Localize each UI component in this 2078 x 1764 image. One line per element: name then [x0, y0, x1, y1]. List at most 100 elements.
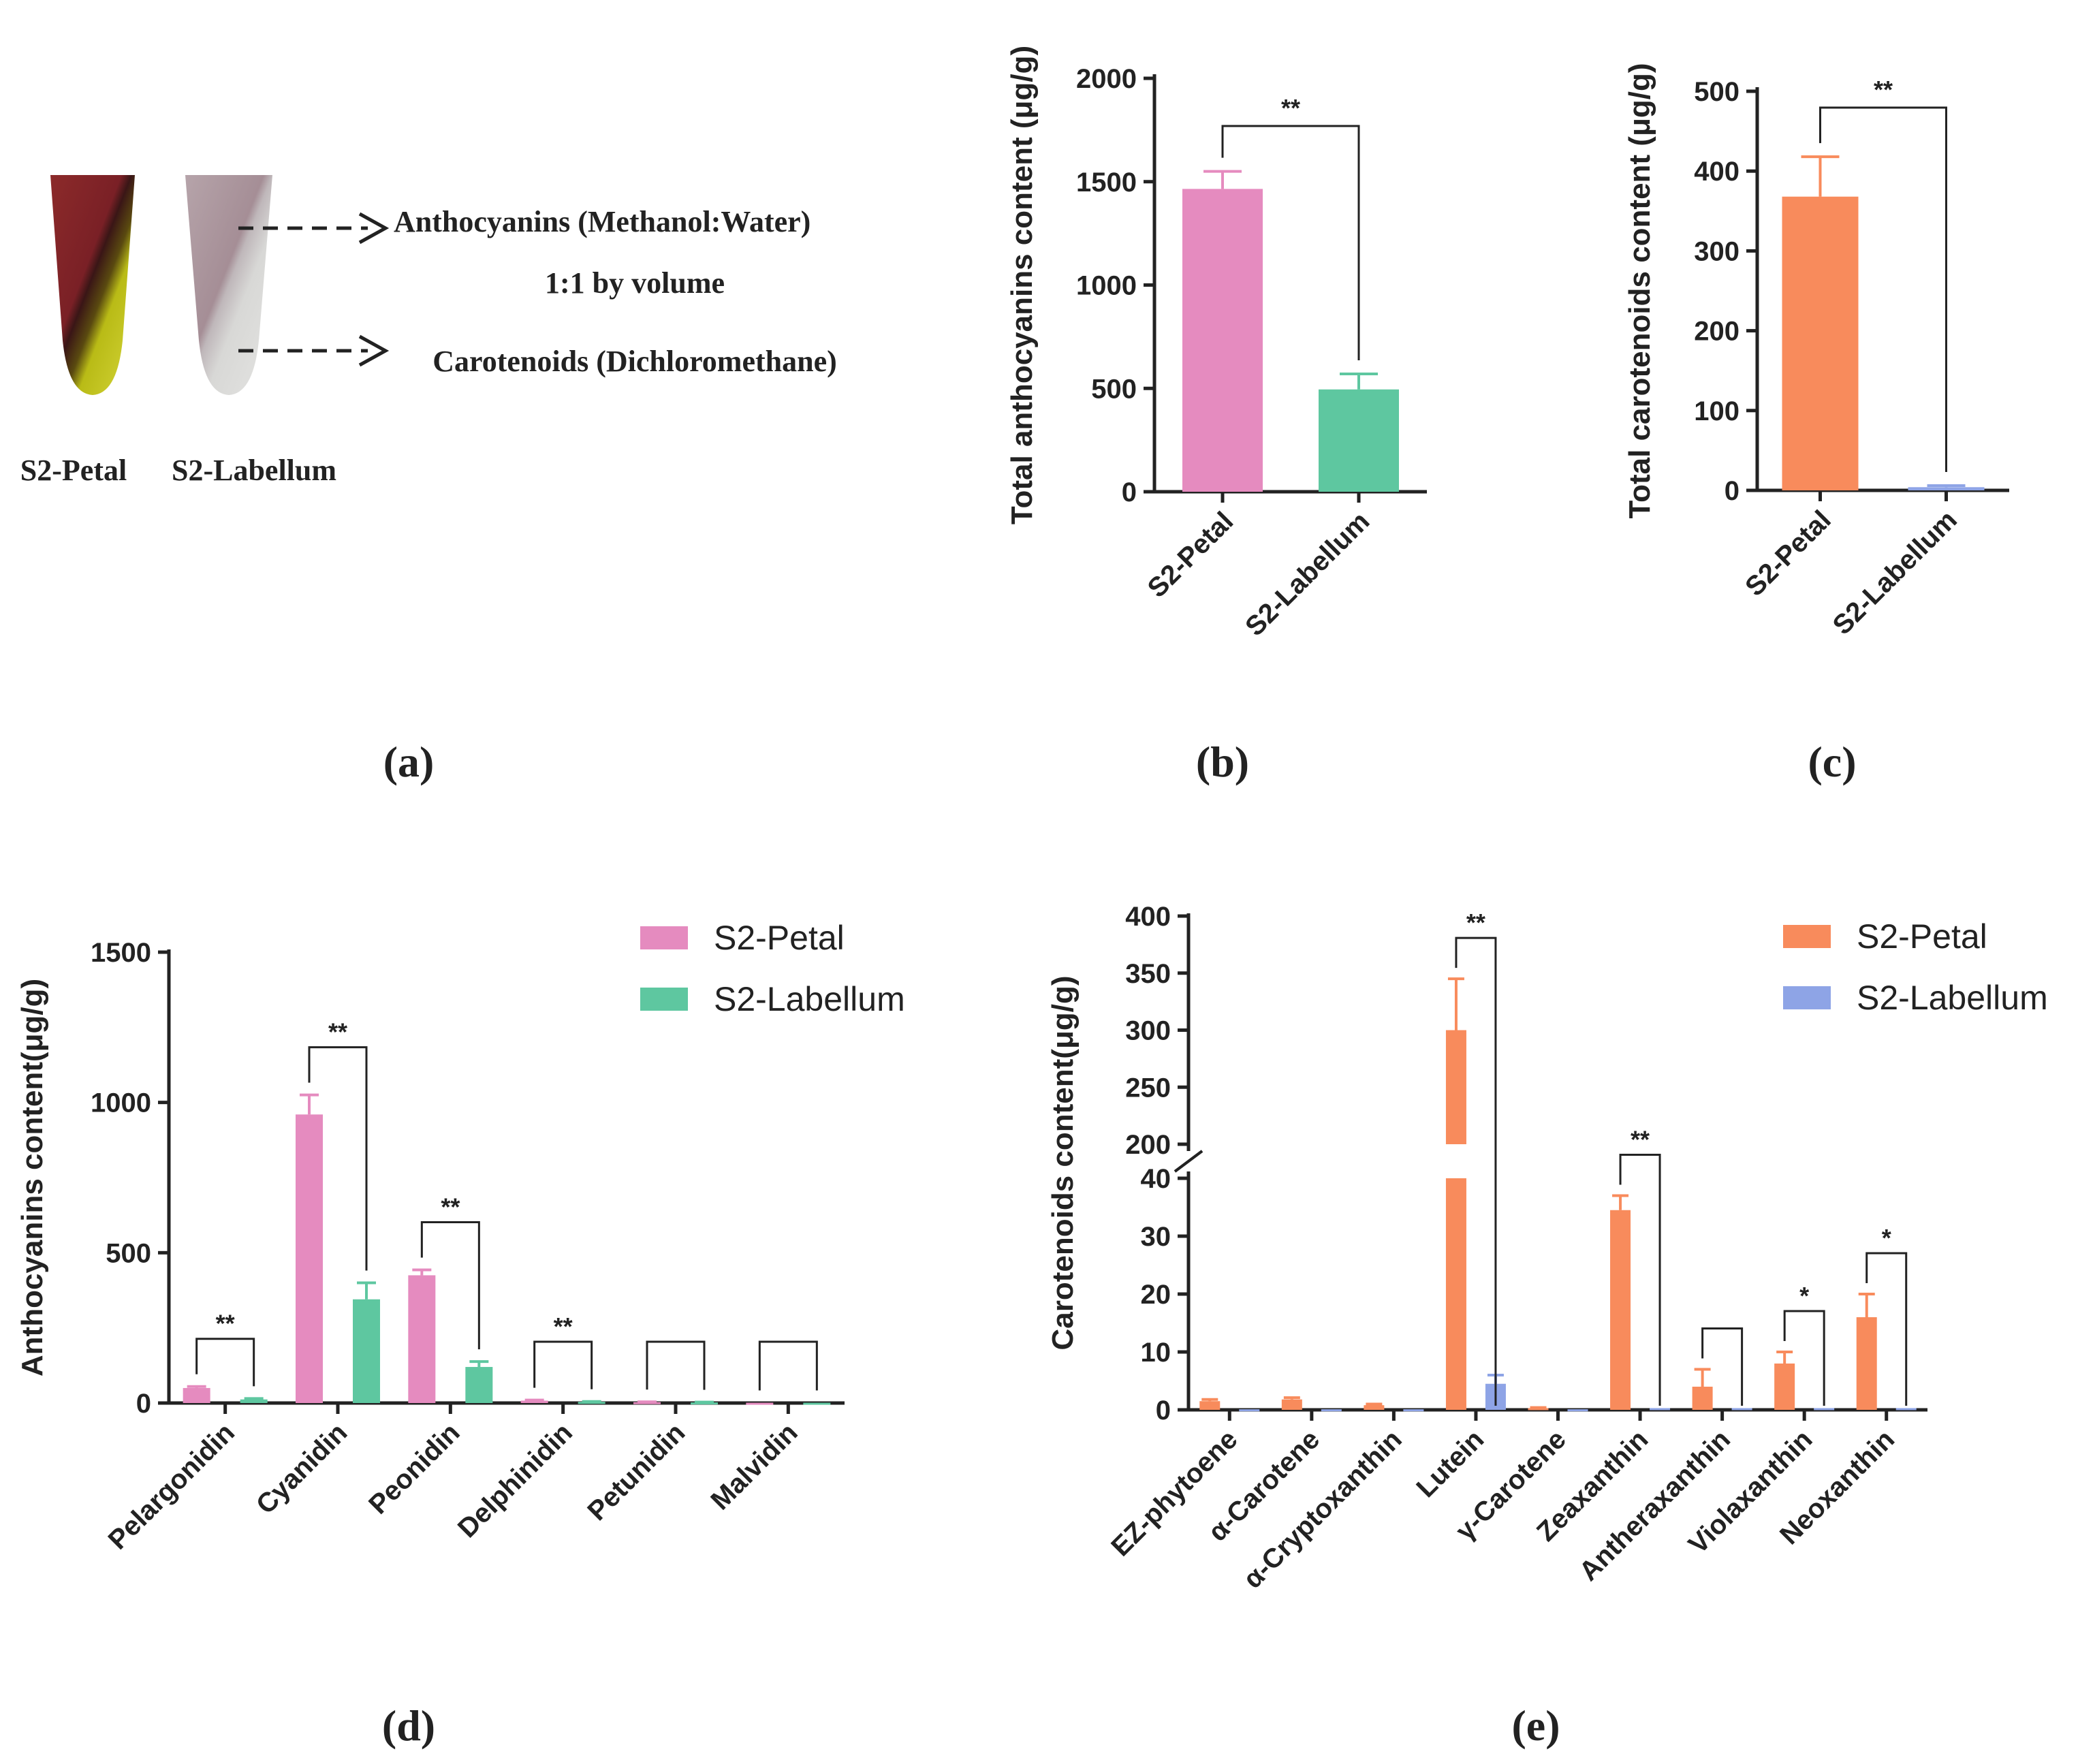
bar-s2-labellum-zeaxanthin	[1650, 1408, 1671, 1411]
significance-label: *	[1799, 1282, 1809, 1310]
chart-b: 0 500 1000 1500 2000 Total anthocyanins conte…	[1005, 46, 1427, 642]
x-tick-label: α-Cryptoxanthin	[1238, 1424, 1408, 1594]
panel-tag-a: (a)	[383, 738, 435, 786]
bar-s2-petal-α-cryptoxanthin	[1364, 1405, 1385, 1410]
significance-label: **	[216, 1310, 235, 1338]
significance-bracket	[195, 1338, 255, 1387]
significance-label: **	[441, 1193, 460, 1220]
y-tick-label: 40	[1141, 1164, 1171, 1194]
tube-labellum	[185, 175, 272, 395]
significance-bracket	[308, 1046, 368, 1271]
panel-tag-e: (e)	[1511, 1701, 1560, 1750]
significance-label: *	[1882, 1224, 1891, 1252]
arrow-lower-head	[358, 334, 390, 367]
y-tick-label: 300	[1125, 1016, 1171, 1046]
panel-a: Anthocyanins (Methanol:Water) 1:1 by vol…	[20, 175, 837, 786]
bar-s2-petal-lutein-upper	[1445, 1030, 1466, 1144]
y-tick-label: 200	[1125, 1130, 1171, 1160]
bar-s2-labellum-ez-phytoene	[1239, 1409, 1260, 1412]
significance-bracket	[1619, 1154, 1661, 1406]
significance-label: **	[1874, 76, 1893, 104]
y-tick-label: 2000	[1076, 64, 1137, 94]
tube-label-labellum: S2-Labellum	[172, 454, 336, 487]
x-tick-label: Peonidin	[363, 1417, 466, 1520]
y-tick-label: 0	[1725, 476, 1739, 506]
x-tick-label: Petunidin	[582, 1417, 691, 1526]
y-tick-label: 10	[1141, 1338, 1171, 1368]
y-tick-label: 100	[1694, 396, 1739, 426]
significance-bracket	[1866, 1252, 1908, 1406]
bar-s2-labellum-γ-carotene	[1567, 1409, 1588, 1412]
bar-s2-labellum-α-carotene	[1321, 1409, 1342, 1412]
bar-s2-labellum-α-cryptoxanthin	[1403, 1409, 1424, 1412]
significance-label: **	[328, 1018, 347, 1046]
y-tick-label: 1500	[1076, 168, 1137, 198]
significance-label: **	[1631, 1126, 1650, 1154]
x-tick-label: Pelargonidin	[103, 1417, 240, 1555]
significance-label: **	[1281, 94, 1300, 122]
bar-s2-petal-peonidin	[408, 1275, 436, 1403]
y-tick-label: 500	[106, 1238, 151, 1268]
y-axis-title: Total carotenoids content (μg/g)	[1623, 63, 1656, 519]
y-tick-label: 500	[1694, 77, 1739, 107]
chart-d: 0 500 1000 1500 Anthocyanins content(μg/g) Pe…	[16, 919, 905, 1556]
y-axis-title: Carotenoids content(μg/g)	[1046, 976, 1080, 1351]
bar-s2-petal-γ-carotene	[1528, 1408, 1549, 1411]
legend-label-s2-petal: S2-Petal	[714, 919, 845, 957]
bar-s2-labellum-peonidin	[465, 1367, 493, 1403]
bar-s2-petal-zeaxanthin	[1610, 1210, 1631, 1410]
significance-bracket	[533, 1340, 593, 1389]
y-tick-label: 0	[1122, 477, 1137, 507]
significance-label: **	[554, 1312, 573, 1340]
y-tick-label: 20	[1141, 1280, 1171, 1310]
y-tick-label: 0	[136, 1389, 151, 1419]
y-tick-label: 400	[1125, 902, 1171, 932]
legend-label-s2-labellum: S2-Labellum	[714, 980, 905, 1018]
bar-s2-labellum-violaxanthin	[1814, 1408, 1835, 1411]
significance-label: **	[1466, 909, 1485, 936]
y-tick-label: 250	[1125, 1073, 1171, 1103]
bar-s2-petal-pelargonidin	[183, 1387, 210, 1403]
lower-phase-label: Carotenoids (Dichloromethane)	[432, 345, 837, 378]
bar-s2-labellum-antheraxanthin	[1731, 1408, 1752, 1411]
legend-swatch-s2-labellum	[1783, 986, 1831, 1009]
y-tick-label: 300	[1694, 236, 1739, 266]
chart-e: 0 10 20 30 40 200 250 300 350 400 Carotenoids cont…	[1046, 902, 2048, 1594]
bar-s2-petal	[1182, 189, 1263, 492]
x-tick-label: Malvidin	[705, 1417, 803, 1515]
x-tick-label: S2-Labellum	[1827, 505, 1963, 640]
bar-s2-petal-cyanidin	[296, 1114, 323, 1403]
y-tick-label: 1000	[1076, 271, 1137, 301]
significance-bracket	[1701, 1327, 1744, 1406]
bar-s2-petal	[1782, 196, 1859, 490]
bar-s2-petal-α-carotene	[1281, 1399, 1302, 1410]
significance-bracket	[1221, 125, 1360, 361]
x-tick-label: Cyanidin	[251, 1417, 353, 1520]
bar-s2-labellum	[1908, 487, 1985, 490]
chart-c: 0 100 200 300 400 500 Total carotenoids conten…	[1623, 63, 2009, 641]
panel-tag-d: (d)	[382, 1701, 435, 1750]
significance-bracket	[1783, 1310, 1825, 1406]
x-tick-label: S2-Labellum	[1240, 506, 1375, 642]
legend-swatch-s2-petal	[1783, 925, 1831, 948]
y-tick-label: 1500	[91, 938, 151, 968]
tube-label-petal: S2-Petal	[20, 454, 127, 487]
x-tick-label: S2-Petal	[1739, 505, 1837, 602]
significance-bracket	[758, 1340, 818, 1391]
significance-bracket	[1455, 936, 1497, 1406]
bar-s2-labellum-neoxanthin	[1895, 1408, 1917, 1411]
bar-s2-labellum-cyanidin	[353, 1299, 380, 1403]
x-tick-label: Antheraxanthin	[1573, 1424, 1736, 1587]
bar-s2-petal-lutein-lower	[1445, 1178, 1466, 1410]
significance-bracket	[420, 1220, 480, 1350]
y-axis-title: Anthocyanins content(μg/g)	[16, 979, 49, 1376]
legend-label-s2-petal: S2-Petal	[1857, 917, 1987, 956]
significance-bracket	[1819, 106, 1947, 472]
legend-swatch-s2-petal	[640, 926, 688, 949]
y-axis-title: Total anthocyanins content (μg/g)	[1005, 46, 1039, 524]
y-tick-label: 500	[1091, 374, 1137, 404]
bar-s2-petal-malvidin	[746, 1402, 774, 1405]
bar-s2-petal-neoxanthin	[1856, 1317, 1877, 1410]
legend-label-s2-labellum: S2-Labellum	[1857, 979, 2048, 1017]
y-tick-label: 400	[1694, 157, 1739, 187]
